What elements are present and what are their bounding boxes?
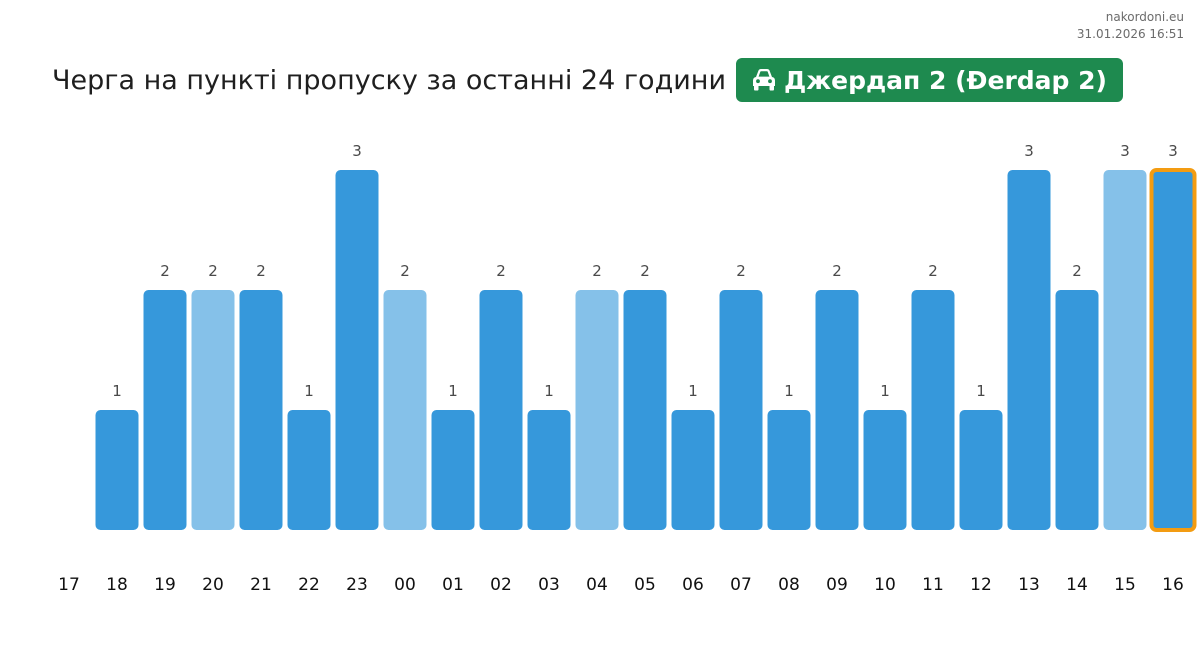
value-label-08: 1 xyxy=(784,382,794,400)
value-label-20: 2 xyxy=(208,262,218,280)
x-tick-11: 11 xyxy=(922,575,944,595)
value-label-18: 1 xyxy=(112,382,122,400)
x-tick-23: 23 xyxy=(346,575,368,595)
bar-02 xyxy=(479,290,523,530)
value-label-23: 3 xyxy=(352,142,362,160)
bar-14 xyxy=(1055,290,1099,530)
chart-title: Черга на пункті пропуску за останні 24 г… xyxy=(52,64,726,96)
x-tick-14: 14 xyxy=(1066,575,1088,595)
chart-header: Черга на пункті пропуску за останні 24 г… xyxy=(52,58,1123,102)
value-label-05: 2 xyxy=(640,262,650,280)
x-tick-21: 21 xyxy=(250,575,272,595)
x-tick-08: 08 xyxy=(778,575,800,595)
x-tick-01: 01 xyxy=(442,575,464,595)
x-tick-18: 18 xyxy=(106,575,128,595)
value-label-00: 2 xyxy=(400,262,410,280)
bar-08 xyxy=(767,410,811,530)
value-label-03: 1 xyxy=(544,382,554,400)
bar-01 xyxy=(431,410,475,530)
bar-22 xyxy=(287,410,331,530)
brand-block: nakordoni.eu 31.01.2026 16:51 xyxy=(1077,9,1184,43)
bar-06 xyxy=(671,410,715,530)
bar-18 xyxy=(95,410,139,530)
bar-15 xyxy=(1103,170,1147,530)
bar-05 xyxy=(623,290,667,530)
timestamp: 31.01.2026 16:51 xyxy=(1076,27,1184,41)
x-tick-15: 15 xyxy=(1114,575,1136,595)
x-tick-19: 19 xyxy=(154,575,176,595)
bar-20 xyxy=(191,290,235,530)
bar-10 xyxy=(863,410,907,530)
bar-04 xyxy=(575,290,619,530)
value-label-04: 2 xyxy=(592,262,602,280)
bar-21 xyxy=(239,290,283,530)
bar-12 xyxy=(959,410,1003,530)
value-label-12: 1 xyxy=(976,382,986,400)
value-label-06: 1 xyxy=(688,382,698,400)
x-tick-00: 00 xyxy=(394,575,416,595)
x-tick-20: 20 xyxy=(202,575,224,595)
value-label-10: 1 xyxy=(880,382,890,400)
bar-19 xyxy=(143,290,187,530)
checkpoint-name: Джердап 2 (Đerdap 2) xyxy=(784,65,1107,95)
value-label-09: 2 xyxy=(832,262,842,280)
value-label-13: 3 xyxy=(1024,142,1034,160)
x-tick-06: 06 xyxy=(682,575,704,595)
x-tick-04: 04 xyxy=(586,575,608,595)
value-label-11: 2 xyxy=(928,262,938,280)
x-tick-05: 05 xyxy=(634,575,656,595)
x-tick-17: 17 xyxy=(58,575,80,595)
value-label-02: 2 xyxy=(496,262,506,280)
value-label-16: 3 xyxy=(1168,142,1178,160)
x-tick-02: 02 xyxy=(490,575,512,595)
site-name: nakordoni.eu xyxy=(1105,10,1184,24)
x-tick-13: 13 xyxy=(1018,575,1040,595)
car-icon xyxy=(750,67,778,93)
bar-09 xyxy=(815,290,859,530)
bar-23 xyxy=(335,170,379,530)
value-label-22: 1 xyxy=(304,382,314,400)
value-label-19: 2 xyxy=(160,262,170,280)
value-label-14: 2 xyxy=(1072,262,1082,280)
x-tick-03: 03 xyxy=(538,575,560,595)
bar-03 xyxy=(527,410,571,530)
x-tick-12: 12 xyxy=(970,575,992,595)
bar-11 xyxy=(911,290,955,530)
bar-00 xyxy=(383,290,427,530)
value-label-15: 3 xyxy=(1120,142,1130,160)
x-tick-10: 10 xyxy=(874,575,896,595)
checkpoint-badge: Джердап 2 (Đerdap 2) xyxy=(736,58,1123,102)
value-label-01: 1 xyxy=(448,382,458,400)
value-label-07: 2 xyxy=(736,262,746,280)
bar-07 xyxy=(719,290,763,530)
value-label-21: 2 xyxy=(256,262,266,280)
x-tick-07: 07 xyxy=(730,575,752,595)
x-tick-16: 16 xyxy=(1162,575,1184,595)
bar-13 xyxy=(1007,170,1051,530)
x-tick-22: 22 xyxy=(298,575,320,595)
bar-16 xyxy=(1149,168,1197,532)
x-tick-09: 09 xyxy=(826,575,848,595)
